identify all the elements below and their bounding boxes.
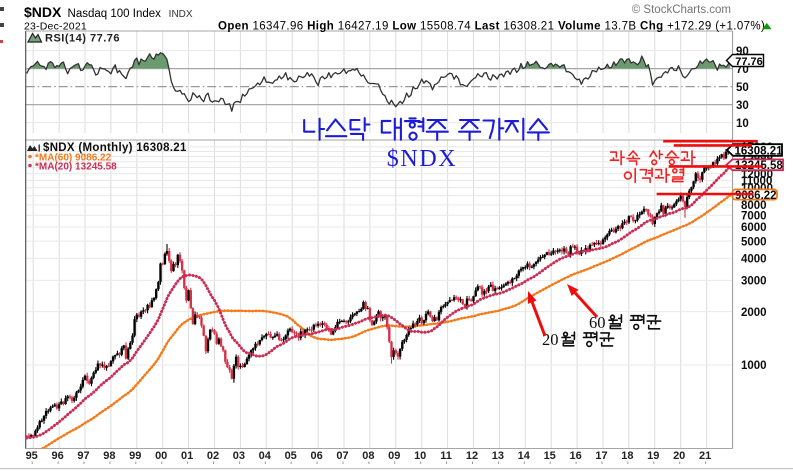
svg-text:Open 16347.96 High 16427.19 Lo: Open 16347.96 High 16427.19 Low 15508.74… [218, 21, 765, 33]
svg-text:08: 08 [362, 450, 374, 462]
svg-text:RSI(14) 77.76: RSI(14) 77.76 [45, 33, 120, 45]
svg-text:04: 04 [259, 450, 272, 462]
svg-text:12000: 12000 [741, 169, 773, 181]
svg-text:5000: 5000 [741, 236, 767, 248]
svg-text:*MA(20) 13245.58: *MA(20) 13245.58 [35, 162, 117, 173]
svg-text:06: 06 [310, 450, 322, 462]
svg-text:10: 10 [414, 450, 426, 462]
svg-text:02: 02 [207, 450, 219, 462]
svg-text:7000: 7000 [741, 210, 767, 222]
svg-text:77.76: 77.76 [735, 56, 763, 68]
svg-text:11000: 11000 [741, 176, 772, 188]
svg-text:03: 03 [233, 450, 245, 462]
svg-text:11: 11 [440, 450, 452, 462]
svg-text:6000: 6000 [741, 222, 767, 234]
svg-text:19: 19 [647, 450, 659, 462]
svg-text:12: 12 [466, 450, 478, 462]
svg-text:30: 30 [736, 100, 749, 112]
svg-text:50: 50 [736, 82, 749, 94]
svg-text:3000: 3000 [741, 276, 767, 288]
svg-text:96: 96 [51, 450, 63, 462]
svg-text:07: 07 [336, 450, 348, 462]
svg-text:05: 05 [285, 450, 297, 462]
svg-text:99: 99 [129, 450, 141, 462]
svg-text:13: 13 [492, 450, 504, 462]
svg-text:$NDX (Monthly) 16308.21: $NDX (Monthly) 16308.21 [43, 142, 187, 154]
svg-text:16308.21: 16308.21 [735, 145, 784, 157]
svg-text:2000: 2000 [741, 307, 767, 319]
svg-text:17: 17 [595, 450, 607, 462]
svg-text:60: 60 [589, 313, 606, 332]
svg-text:16: 16 [569, 450, 581, 462]
svg-text:9086.22: 9086.22 [735, 190, 777, 202]
svg-text:97: 97 [77, 450, 89, 462]
svg-text:01: 01 [181, 450, 193, 462]
svg-text:21: 21 [699, 450, 711, 462]
svg-text:10: 10 [736, 118, 749, 130]
svg-text:20: 20 [542, 330, 559, 349]
svg-text:$NDX Nasdaq 100 Index INDX: $NDX Nasdaq 100 Index INDX [24, 4, 193, 20]
svg-text:4000: 4000 [741, 254, 767, 266]
svg-text:*MA(60) 9086.22: *MA(60) 9086.22 [35, 153, 112, 164]
svg-text:$NDX: $NDX [387, 146, 457, 172]
svg-text:23-Dec-2021: 23-Dec-2021 [24, 21, 87, 33]
svg-text:14: 14 [518, 450, 531, 462]
svg-text:09: 09 [388, 450, 400, 462]
svg-text:00: 00 [155, 450, 167, 462]
svg-text:98: 98 [103, 450, 115, 462]
svg-text:95: 95 [26, 450, 38, 462]
svg-text:18: 18 [621, 450, 633, 462]
svg-text:15: 15 [544, 450, 556, 462]
svg-text:8000: 8000 [741, 200, 767, 212]
svg-text:© StockCharts.com: © StockCharts.com [632, 4, 731, 16]
svg-text:20: 20 [673, 450, 685, 462]
svg-text:1000: 1000 [741, 360, 767, 372]
